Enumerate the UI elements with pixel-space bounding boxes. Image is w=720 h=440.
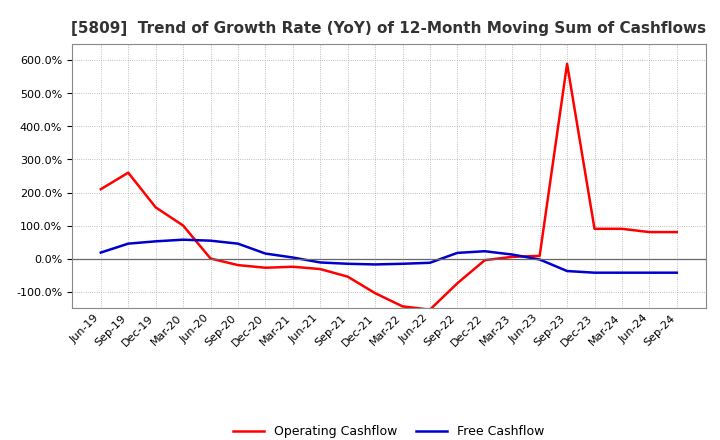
- Free Cashflow: [508, 252, 516, 257]
- Free Cashflow: [261, 251, 270, 256]
- Free Cashflow: [124, 241, 132, 246]
- Operating Cashflow: [536, 253, 544, 259]
- Operating Cashflow: [289, 264, 297, 269]
- Operating Cashflow: [124, 170, 132, 175]
- Operating Cashflow: [179, 223, 187, 228]
- Legend: Operating Cashflow, Free Cashflow: Operating Cashflow, Free Cashflow: [233, 425, 545, 438]
- Operating Cashflow: [151, 205, 160, 210]
- Free Cashflow: [453, 250, 462, 256]
- Title: [5809]  Trend of Growth Rate (YoY) of 12-Month Moving Sum of Cashflows: [5809] Trend of Growth Rate (YoY) of 12-…: [71, 21, 706, 36]
- Operating Cashflow: [645, 230, 654, 235]
- Free Cashflow: [289, 255, 297, 260]
- Operating Cashflow: [590, 226, 599, 231]
- Operating Cashflow: [316, 267, 325, 272]
- Free Cashflow: [96, 250, 105, 255]
- Free Cashflow: [179, 237, 187, 242]
- Operating Cashflow: [508, 254, 516, 260]
- Free Cashflow: [645, 270, 654, 275]
- Operating Cashflow: [261, 265, 270, 270]
- Operating Cashflow: [398, 304, 407, 309]
- Operating Cashflow: [563, 61, 572, 66]
- Operating Cashflow: [426, 307, 434, 312]
- Free Cashflow: [672, 270, 681, 275]
- Free Cashflow: [426, 260, 434, 265]
- Operating Cashflow: [672, 230, 681, 235]
- Free Cashflow: [371, 262, 379, 267]
- Operating Cashflow: [343, 274, 352, 279]
- Operating Cashflow: [618, 226, 626, 231]
- Free Cashflow: [398, 261, 407, 267]
- Free Cashflow: [563, 268, 572, 274]
- Free Cashflow: [536, 257, 544, 262]
- Operating Cashflow: [480, 257, 489, 263]
- Operating Cashflow: [371, 290, 379, 296]
- Free Cashflow: [206, 238, 215, 243]
- Operating Cashflow: [453, 281, 462, 286]
- Operating Cashflow: [206, 256, 215, 261]
- Free Cashflow: [151, 238, 160, 244]
- Free Cashflow: [480, 249, 489, 254]
- Free Cashflow: [316, 260, 325, 265]
- Operating Cashflow: [96, 187, 105, 192]
- Free Cashflow: [618, 270, 626, 275]
- Operating Cashflow: [233, 262, 242, 268]
- Line: Operating Cashflow: Operating Cashflow: [101, 64, 677, 310]
- Free Cashflow: [233, 241, 242, 246]
- Free Cashflow: [343, 261, 352, 267]
- Free Cashflow: [590, 270, 599, 275]
- Line: Free Cashflow: Free Cashflow: [101, 240, 677, 273]
